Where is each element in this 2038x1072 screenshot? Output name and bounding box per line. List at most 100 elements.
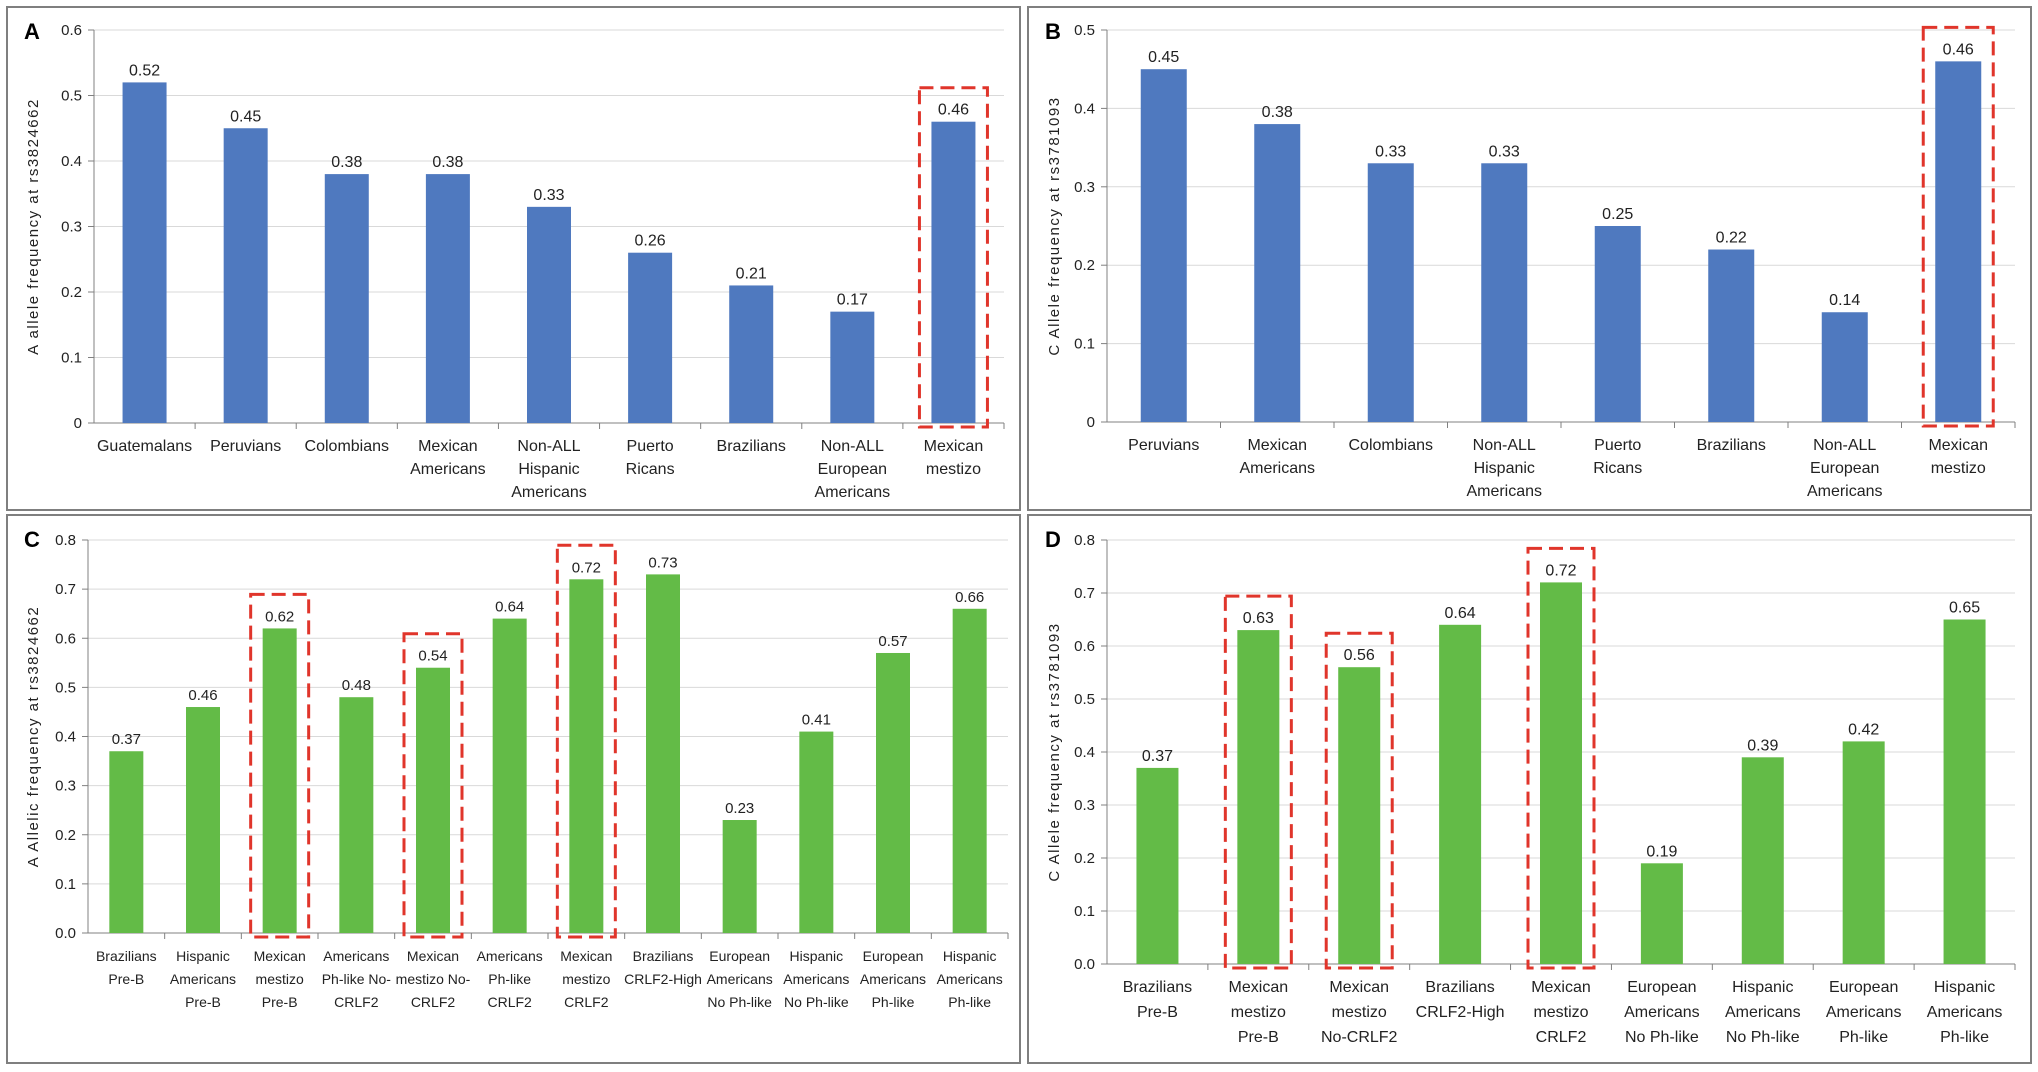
category-label: mestizo bbox=[1332, 1004, 1387, 1021]
data-label: 0.63 bbox=[1243, 610, 1274, 627]
bar bbox=[1708, 249, 1755, 422]
chart-a: A 0 0.1 0.2 0.3 0.4 0.5 0.6 A allele frequency a… bbox=[24, 19, 1005, 501]
y-tick-label: 0.4 bbox=[61, 153, 82, 170]
bar bbox=[931, 121, 976, 423]
category-label: No Ph-like bbox=[1726, 1029, 1800, 1046]
category-label: CRLF2 bbox=[487, 994, 532, 1010]
data-label: 0.46 bbox=[938, 102, 969, 119]
category-label: Americans bbox=[860, 971, 926, 987]
category-label: CRLF2 bbox=[334, 994, 379, 1010]
category-label: No Ph-like bbox=[707, 994, 772, 1010]
category-label: Brazilians bbox=[96, 948, 157, 964]
chart-b: B 0 0.1 0.2 0.3 0.4 0.5 C Allele frequency at r… bbox=[1045, 19, 2016, 500]
category-label: Pre-B bbox=[262, 994, 298, 1010]
y-axis-title: C Allele frequency at rs3781093 bbox=[1046, 96, 1063, 355]
y-tick-label: 0.7 bbox=[1074, 585, 1095, 602]
data-label: 0.23 bbox=[725, 800, 754, 817]
category-label: Pre-B bbox=[1137, 1004, 1178, 1021]
bar bbox=[527, 206, 571, 423]
category-label: No-CRLF2 bbox=[1321, 1029, 1398, 1046]
y-tick-label: 0.4 bbox=[1074, 744, 1095, 761]
highlight-box bbox=[1324, 631, 1394, 970]
data-label: 0.48 bbox=[342, 677, 371, 694]
panel-a: A 0 0.1 0.2 0.3 0.4 0.5 0.6 A allele frequency a… bbox=[6, 6, 1021, 511]
y-tick-label: 0.2 bbox=[1074, 257, 1095, 274]
bar bbox=[1481, 163, 1528, 422]
bar bbox=[324, 174, 369, 423]
y-tick-label: 0.1 bbox=[1074, 336, 1095, 353]
category-label: Mexican bbox=[560, 948, 612, 964]
highlight-box bbox=[917, 86, 989, 429]
panel-letter: B bbox=[1045, 19, 1061, 44]
category-label: Mexican bbox=[924, 438, 984, 455]
bar bbox=[339, 697, 374, 933]
category-label: mestizo bbox=[1931, 460, 1986, 477]
bar bbox=[1140, 69, 1187, 422]
bar bbox=[1842, 741, 1885, 964]
y-tick-label: 0.2 bbox=[61, 284, 82, 301]
category-label: Mexican bbox=[407, 948, 459, 964]
category-label: Americans bbox=[815, 484, 891, 501]
y-tick-label: 0.0 bbox=[1074, 956, 1095, 973]
category-label: mestizo No- bbox=[396, 971, 471, 987]
category-label: Hispanic bbox=[1934, 979, 1995, 996]
category-label: Americans bbox=[783, 971, 849, 987]
data-label: 0.25 bbox=[1602, 206, 1633, 223]
data-label: 0.17 bbox=[837, 292, 868, 309]
y-tick-label: 0.1 bbox=[55, 876, 76, 893]
category-label: Ph-like bbox=[872, 994, 915, 1010]
y-tick-label: 0.4 bbox=[1074, 100, 1095, 117]
category-label: Non-ALL bbox=[821, 438, 884, 455]
bar bbox=[1439, 624, 1482, 964]
category-label: Americans bbox=[1807, 483, 1883, 500]
data-label: 0.72 bbox=[572, 559, 601, 576]
data-label: 0.38 bbox=[331, 154, 362, 171]
category-label: CRLF2 bbox=[564, 994, 609, 1010]
data-label: 0.37 bbox=[1142, 748, 1173, 765]
category-label: No Ph-like bbox=[784, 994, 849, 1010]
data-label: 0.19 bbox=[1646, 843, 1677, 860]
highlight-box bbox=[1526, 546, 1596, 970]
y-tick-label: 0.6 bbox=[61, 22, 82, 39]
category-label: CRLF2 bbox=[1536, 1029, 1587, 1046]
data-label: 0.21 bbox=[736, 265, 767, 282]
y-axis-title: C Allele frequency at rs3781093 bbox=[1046, 622, 1063, 881]
y-tick-label: 0.6 bbox=[1074, 638, 1095, 655]
category-label: Ph-like bbox=[1940, 1029, 1989, 1046]
category-label: Colombians bbox=[305, 438, 389, 455]
category-label: Ph-like bbox=[1839, 1029, 1888, 1046]
category-label: Brazilians bbox=[633, 948, 694, 964]
category-label: Americans bbox=[1927, 1004, 2003, 1021]
category-label: European bbox=[863, 948, 924, 964]
y-axis-title: A allele frequency at rs3824662 bbox=[25, 98, 42, 355]
category-label: Mexican bbox=[1229, 979, 1289, 996]
bar bbox=[1254, 124, 1301, 422]
data-label: 0.72 bbox=[1545, 562, 1576, 579]
category-label: Americans bbox=[1826, 1004, 1902, 1021]
data-label: 0.45 bbox=[1148, 49, 1179, 66]
category-label: Pre-B bbox=[185, 994, 221, 1010]
bar bbox=[186, 707, 220, 933]
y-tick-label: 0.8 bbox=[1074, 532, 1095, 549]
category-label: Peruvians bbox=[210, 438, 281, 455]
category-label: Guatemalans bbox=[97, 438, 192, 455]
panel-letter: A bbox=[24, 19, 40, 44]
category-label: European bbox=[1810, 460, 1879, 477]
y-tick-label: 0.7 bbox=[55, 581, 76, 598]
category-label: Pre-B bbox=[1238, 1029, 1279, 1046]
bar bbox=[1935, 61, 1982, 423]
bar bbox=[628, 252, 673, 423]
data-label: 0.64 bbox=[1445, 605, 1476, 622]
category-label: Hispanic bbox=[1474, 460, 1535, 477]
category-label: Brazilians bbox=[1697, 437, 1766, 454]
bar bbox=[262, 628, 297, 933]
data-label: 0.66 bbox=[955, 589, 984, 606]
category-label: Peruvians bbox=[1128, 437, 1199, 454]
data-label: 0.37 bbox=[112, 731, 141, 748]
highlight-box bbox=[249, 592, 311, 939]
category-label: Americans bbox=[707, 971, 773, 987]
category-label: CRLF2-High bbox=[624, 971, 702, 987]
y-tick-label: 0.5 bbox=[55, 679, 76, 696]
category-label: Brazilians bbox=[1123, 979, 1192, 996]
data-label: 0.38 bbox=[432, 154, 463, 171]
